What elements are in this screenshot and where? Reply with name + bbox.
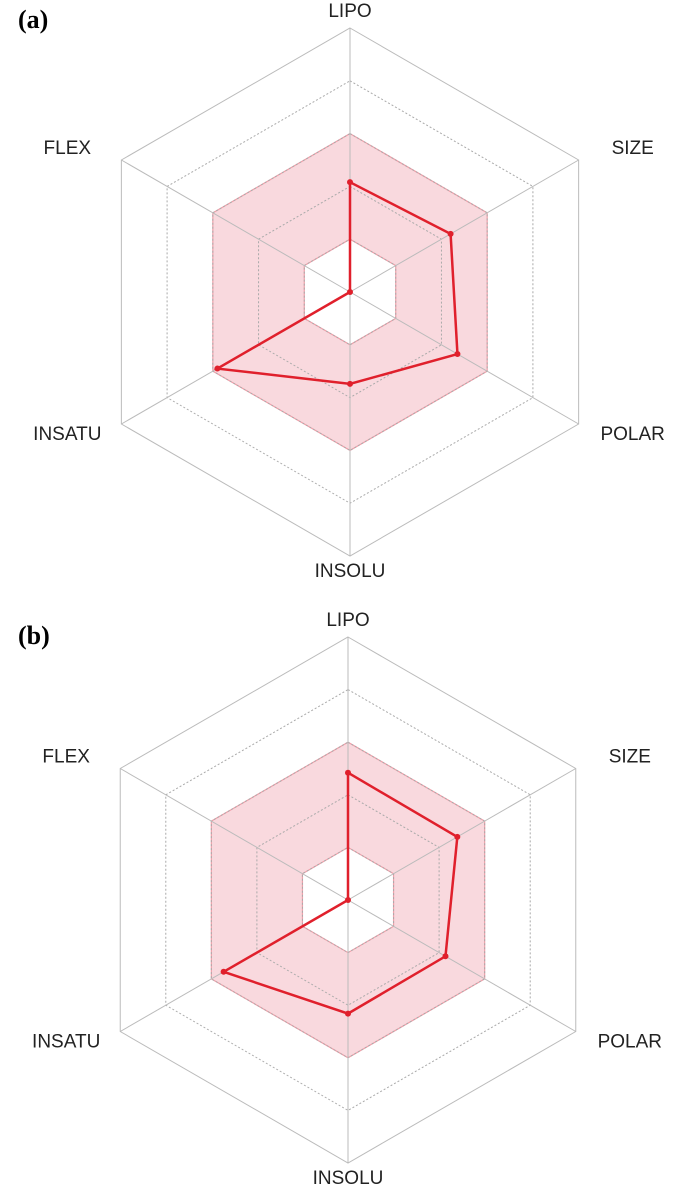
axis-label: POLAR <box>598 1032 662 1053</box>
axis-label: INSATU <box>32 1032 100 1053</box>
axis-label: SIZE <box>609 747 651 768</box>
axis-label: FLEX <box>44 138 92 159</box>
axis-label: INSOLU <box>313 1168 384 1189</box>
axis-label: SIZE <box>612 138 654 159</box>
data-point <box>347 380 353 387</box>
data-point <box>214 365 221 372</box>
data-point <box>345 1010 351 1017</box>
data-point <box>442 953 449 960</box>
axis-label: FLEX <box>42 747 90 768</box>
data-point <box>454 833 461 840</box>
panel-label: (b) <box>18 621 50 650</box>
axis-line <box>347 899 577 1032</box>
axis-line <box>119 768 349 901</box>
axis-label: INSATU <box>33 424 101 445</box>
axis-line <box>347 768 577 901</box>
data-point <box>220 968 227 975</box>
data-point <box>345 769 351 776</box>
data-point <box>347 289 353 295</box>
data-point <box>347 179 353 186</box>
data-point <box>447 230 454 237</box>
axis-label: INSOLU <box>315 561 386 582</box>
axis-line <box>121 159 351 293</box>
axis-label: LIPO <box>326 610 369 631</box>
data-point <box>345 897 351 903</box>
panel-label: (a) <box>18 5 48 34</box>
data-point <box>454 351 461 358</box>
axis-label: LIPO <box>328 1 371 22</box>
radar-chart: LIPO SIZE POLAR INSOLU INSATU FLEX (a) <box>18 1 665 582</box>
axis-line <box>349 291 579 425</box>
radar-chart: LIPO SIZE POLAR INSOLU INSATU FLEX (b) <box>18 610 662 1189</box>
axis-label: POLAR <box>600 424 664 445</box>
axis-line <box>349 159 579 293</box>
